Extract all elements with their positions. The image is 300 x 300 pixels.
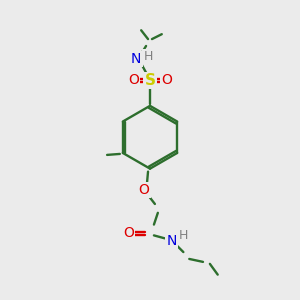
Text: H: H	[179, 229, 188, 242]
Text: O: O	[128, 73, 139, 87]
Text: O: O	[123, 226, 134, 240]
Text: O: O	[139, 183, 149, 197]
Text: O: O	[161, 73, 172, 87]
Text: N: N	[167, 234, 177, 248]
Text: N: N	[131, 52, 141, 66]
Text: H: H	[143, 50, 153, 63]
Text: S: S	[145, 73, 155, 88]
